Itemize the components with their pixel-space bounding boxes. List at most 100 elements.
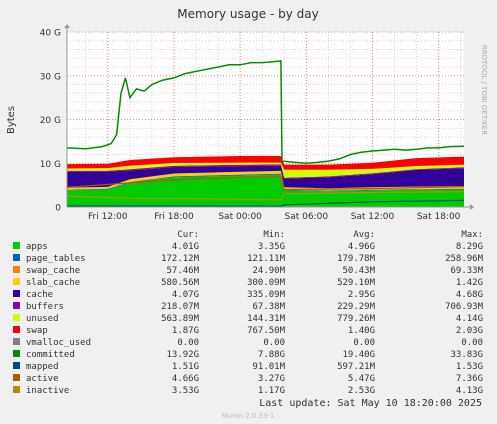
area-swap	[67, 156, 464, 170]
legend-swatch	[13, 350, 20, 357]
legend-value-avg: 229.29M	[337, 302, 376, 312]
legend-value-cur: 1.87G	[172, 326, 199, 336]
legend-value-cur: 218.07M	[161, 302, 200, 312]
line-committed	[66, 60, 465, 165]
legend-value-max: 7.36G	[456, 374, 483, 384]
x-tick-label: Sat 18:00	[417, 212, 461, 222]
area-cache	[67, 165, 464, 189]
y-axis-label: Bytes	[6, 106, 17, 134]
legend-series-name: inactive	[26, 386, 69, 396]
x-tick-label: Fri 12:00	[88, 212, 128, 222]
legend-series-name: vmalloc_used	[26, 338, 91, 348]
legend-value-cur: 1.51G	[172, 362, 199, 372]
area-unused	[67, 162, 464, 178]
legend-value-min: 3.27G	[258, 374, 285, 384]
chart-title: Memory usage - by day	[177, 7, 318, 21]
legend-value-max: 0.00	[461, 338, 483, 348]
legend-value-avg: 0.00	[353, 338, 375, 348]
legend-value-max: 69.33M	[450, 266, 483, 276]
legend-series-name: unused	[26, 314, 59, 324]
munin-version: Munin 2.0.33-1	[222, 412, 275, 420]
legend-value-min: 67.38M	[252, 302, 285, 312]
area-slab-cache	[67, 170, 464, 191]
legend-value-avg: 779.26M	[337, 314, 376, 324]
legend-value-cur: 13.92G	[166, 350, 199, 360]
legend-value-max: 1.42G	[456, 278, 483, 288]
legend-value-min: 144.31M	[247, 314, 286, 324]
series-layer	[66, 60, 465, 207]
legend-value-avg: 2.95G	[348, 290, 375, 300]
legend-series-name: slab_cache	[26, 278, 80, 288]
legend-swatch	[13, 362, 20, 369]
legend-value-cur: 563.89M	[161, 314, 200, 324]
legend-value-max: 258.96M	[445, 254, 484, 264]
legend-value-min: 3.35G	[258, 242, 285, 252]
legend-swatch	[13, 302, 20, 309]
legend-value-avg: 50.43M	[342, 266, 375, 276]
legend-value-min: 1.17G	[258, 386, 285, 396]
legend-swatch	[13, 314, 20, 321]
legend-series-name: buffers	[26, 302, 64, 312]
y-tick-label: 20 G	[40, 116, 61, 126]
legend-value-avg: 1.40G	[348, 326, 375, 336]
legend-value-min: 91.01M	[252, 362, 285, 372]
legend-value-max: 33.83G	[450, 350, 483, 360]
legend-series-name: cache	[26, 290, 53, 300]
legend-series-name: swap	[26, 326, 48, 336]
legend-series-name: active	[26, 374, 59, 384]
legend-series-name: committed	[26, 350, 75, 360]
legend-value-cur: 4.07G	[172, 290, 199, 300]
legend-value-min: 0.00	[263, 338, 285, 348]
y-axis-arrow-icon	[64, 24, 70, 28]
legend-swatch	[13, 242, 20, 249]
x-tick-label: Sat 06:00	[285, 212, 329, 222]
legend-swatch	[13, 374, 20, 381]
legend-swatch	[13, 326, 20, 333]
last-update-text: Last update: Sat May 10 18:20:00 2025	[259, 398, 482, 409]
legend-value-cur: 172.12M	[161, 254, 200, 264]
legend-value-avg: 179.78M	[337, 254, 376, 264]
legend-value-min: 335.09M	[247, 290, 286, 300]
legend-value-max: 4.13G	[456, 386, 483, 396]
legend-value-avg: 529.10M	[337, 278, 376, 288]
legend-value-min: 7.88G	[258, 350, 285, 360]
legend-header-cur: Cur:	[177, 230, 199, 240]
line-active	[66, 175, 465, 191]
legend-header-min: Min:	[263, 230, 285, 240]
legend-value-cur: 580.56M	[161, 278, 200, 288]
y-tick-label: 0	[55, 204, 61, 214]
rrdtool-side-label: RRDTOOL / TOBI OETIKER	[480, 45, 488, 135]
y-tick-label: 10 G	[40, 160, 61, 170]
legend-value-cur: 3.53G	[172, 386, 199, 396]
legend-value-avg: 597.21M	[337, 362, 376, 372]
legend-value-max: 4.14G	[456, 314, 483, 324]
legend-value-min: 767.50M	[247, 326, 286, 336]
line-mapped	[66, 199, 465, 207]
legend-series-name: swap_cache	[26, 266, 80, 276]
legend-series-name: apps	[26, 242, 48, 252]
legend-series-name: mapped	[26, 362, 59, 372]
x-tick-label: Fri 18:00	[154, 212, 194, 222]
legend-swatch	[13, 338, 20, 345]
x-tick-label: Sat 00:00	[218, 212, 262, 222]
legend-value-avg: 2.53G	[348, 386, 375, 396]
legend-value-max: 2.03G	[456, 326, 483, 336]
legend-value-cur: 4.01G	[172, 242, 199, 252]
legend-value-min: 121.11M	[247, 254, 286, 264]
x-axis-arrow-icon	[470, 204, 474, 210]
x-tick-label: Sat 12:00	[351, 212, 395, 222]
legend-header-max: Max:	[461, 230, 483, 240]
legend-swatch	[13, 278, 20, 285]
legend-header-avg: Avg:	[353, 230, 375, 240]
legend: Cur: Min: Avg: Max: apps 4.01G 3.35G 4.96G 8.29G…	[13, 230, 484, 396]
legend-series-name: page_tables	[26, 254, 86, 264]
legend-swatch	[13, 266, 20, 273]
area-page-tables	[67, 173, 464, 192]
legend-swatch	[13, 254, 20, 261]
legend-value-min: 24.90M	[252, 266, 285, 276]
legend-value-avg: 4.96G	[348, 242, 375, 252]
axis-layer: 0 10 G 20 G 30 G 40 G Fri 12:00 Fri 18:00 Sat 0…	[40, 24, 474, 222]
line-inactive	[66, 191, 465, 201]
legend-value-max: 8.29G	[456, 242, 483, 252]
